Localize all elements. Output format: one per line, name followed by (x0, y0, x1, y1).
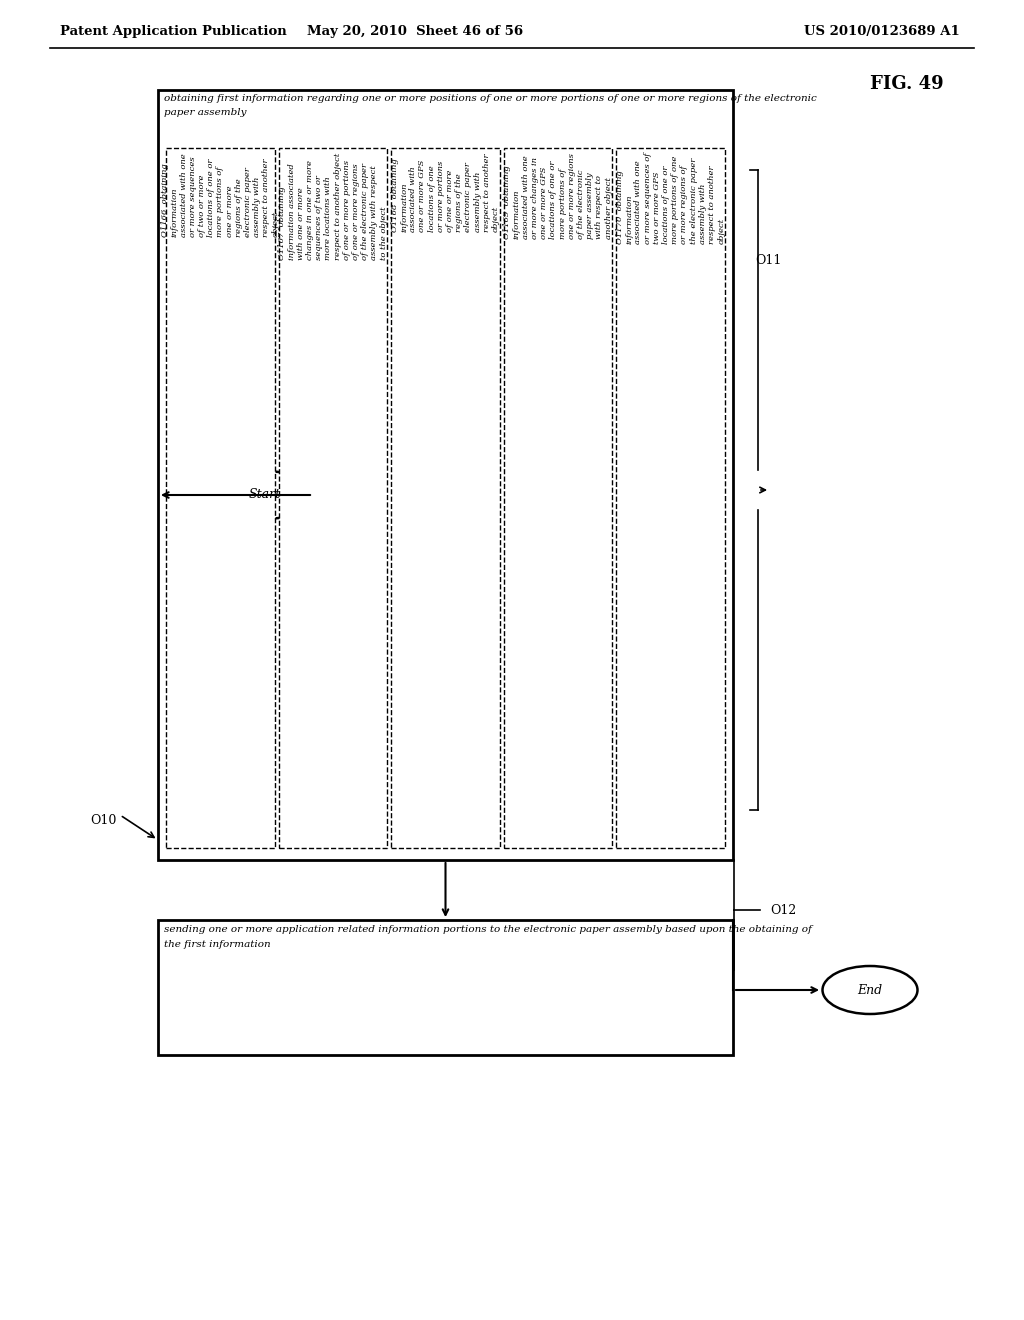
Text: O1169  obtaining
information
associated with one
or more changes in
one or more : O1169 obtaining information associated w… (504, 153, 612, 239)
Text: Start: Start (249, 488, 281, 502)
Text: O12: O12 (770, 903, 797, 916)
Bar (158, 90, 733, 861)
Text: O1167  obtaining
information associated
with one or more
changes in one or more
: O1167 obtaining information associated w… (279, 153, 387, 260)
Text: O1170  obtaining
information
associated with one
or more sequences of
two or mor: O1170 obtaining information associated w… (616, 153, 725, 244)
Text: FIG. 49: FIG. 49 (870, 75, 944, 92)
Text: paper assembly: paper assembly (164, 108, 247, 117)
Ellipse shape (217, 471, 312, 519)
Bar (279, 148, 387, 847)
Bar (616, 148, 725, 847)
Text: obtaining first information regarding one or more positions of one or more porti: obtaining first information regarding on… (164, 94, 817, 103)
Text: End: End (857, 983, 883, 997)
Text: May 20, 2010  Sheet 46 of 56: May 20, 2010 Sheet 46 of 56 (307, 25, 523, 38)
Text: O10: O10 (90, 813, 117, 826)
Ellipse shape (822, 966, 918, 1014)
Text: O1168  obtaining
information
associated with
one or more GPS
locations of one
or: O1168 obtaining information associated w… (391, 153, 500, 231)
Text: US 2010/0123689 A1: US 2010/0123689 A1 (804, 25, 961, 38)
Text: Patent Application Publication: Patent Application Publication (60, 25, 287, 38)
Text: O11: O11 (755, 253, 781, 267)
Text: O1166  obtaining
information
associated with one
or more sequences
of two or mor: O1166 obtaining information associated w… (161, 153, 280, 236)
Text: the first information: the first information (164, 940, 270, 949)
Bar (166, 148, 274, 847)
Bar (158, 920, 733, 1055)
Bar (504, 148, 612, 847)
Text: sending one or more application related information portions to the electronic p: sending one or more application related … (164, 925, 812, 935)
Bar (391, 148, 500, 847)
